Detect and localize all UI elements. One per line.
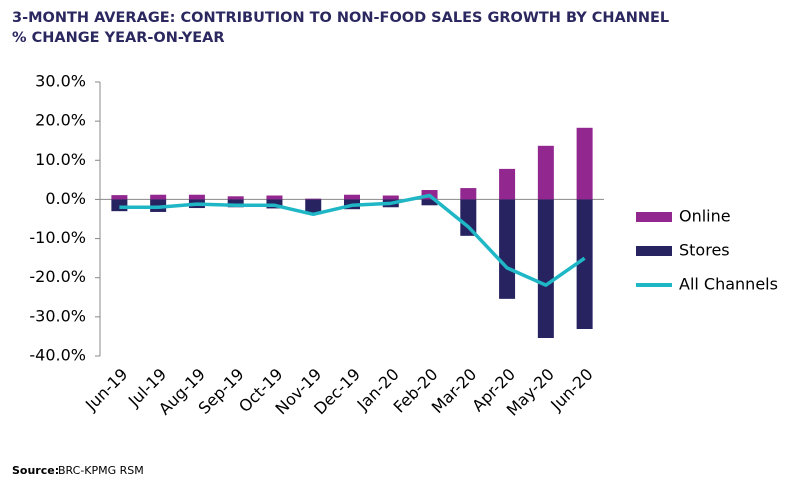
bar <box>305 199 322 215</box>
legend-label: All Channels <box>679 275 778 294</box>
bar <box>537 145 554 200</box>
legend-label: Stores <box>679 241 730 260</box>
y-tick-label: -10.0% <box>29 228 86 247</box>
y-tick-label: -40.0% <box>29 346 86 365</box>
bar <box>460 199 477 236</box>
y-tick-label: -20.0% <box>29 267 86 286</box>
y-tick-label: -30.0% <box>29 306 86 325</box>
line <box>119 193 586 287</box>
y-tick-label: 0.0% <box>45 189 86 208</box>
y-tick-label: 20.0% <box>35 111 86 130</box>
bar <box>188 194 205 200</box>
y-tick-label: 30.0% <box>35 72 86 91</box>
source-label: Source: <box>12 464 59 477</box>
legend-label: Online <box>679 207 731 226</box>
chart-subtitle: % CHANGE YEAR-ON-YEAR <box>12 30 225 46</box>
bar <box>537 199 554 338</box>
bar <box>499 168 516 200</box>
x-tick-label: Jun-20 <box>546 365 596 415</box>
bar <box>499 199 516 299</box>
bar <box>460 188 477 200</box>
bar <box>382 195 399 200</box>
x-tick-label: Jun-19 <box>81 365 131 415</box>
legend-swatch <box>636 246 672 256</box>
legend-swatch <box>636 212 672 222</box>
bar <box>227 199 244 208</box>
bar <box>305 198 322 200</box>
bar <box>150 194 167 200</box>
chart-title: 3-MONTH AVERAGE: CONTRIBUTION TO NON-FOO… <box>12 10 669 26</box>
bar <box>344 194 360 200</box>
y-tick-label: 10.0% <box>35 150 86 169</box>
bar <box>111 195 128 200</box>
source: BRC-KPMG RSM <box>58 464 144 477</box>
bar <box>576 127 593 200</box>
bar <box>576 199 593 329</box>
bar <box>421 199 438 206</box>
bar <box>227 196 244 200</box>
bar <box>111 199 128 212</box>
bar <box>266 195 283 200</box>
